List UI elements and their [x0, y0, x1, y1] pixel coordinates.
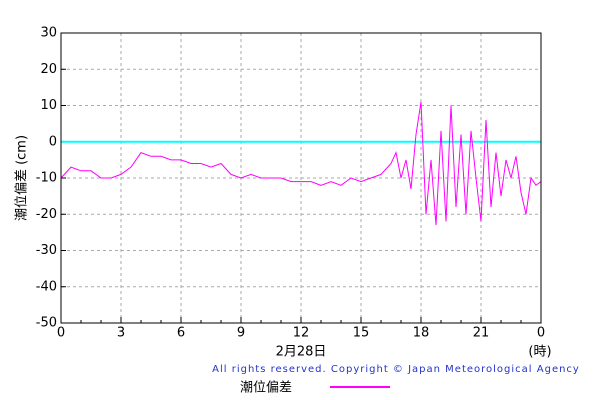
y-tick-label: -30 [36, 243, 57, 258]
x-axis-label: 2月28日 [276, 345, 327, 360]
data-line [60, 101, 542, 226]
plot-frame [60, 32, 542, 324]
x-tick-label: 12 [293, 326, 310, 341]
x-tick-label: 3 [117, 326, 125, 341]
y-tick-label: 20 [40, 62, 57, 77]
x-tick-label: 0 [57, 326, 65, 341]
y-tick-label: -10 [36, 171, 57, 186]
y-tick-label: -50 [36, 316, 57, 331]
x-tick-label: 6 [177, 326, 185, 341]
y-tick-label: 0 [49, 134, 57, 149]
copyright: All rights reserved. Copyright © Japan M… [212, 364, 580, 375]
y-axis-label: 潮位偏差 (cm) [15, 135, 30, 221]
legend-label: 潮位偏差 [240, 381, 292, 396]
x-tick-label: 21 [473, 326, 490, 341]
x-tick-label: 0 [537, 326, 545, 341]
y-tick-label: -40 [36, 279, 57, 294]
x-axis-unit: (時) [528, 345, 551, 360]
x-tick-label: 15 [353, 326, 370, 341]
x-tick-label: 18 [413, 326, 430, 341]
y-tick-label: 30 [40, 26, 57, 41]
x-tick-label: 9 [237, 326, 245, 341]
y-tick-label: -20 [36, 207, 57, 222]
y-tick-label: 10 [40, 98, 57, 113]
